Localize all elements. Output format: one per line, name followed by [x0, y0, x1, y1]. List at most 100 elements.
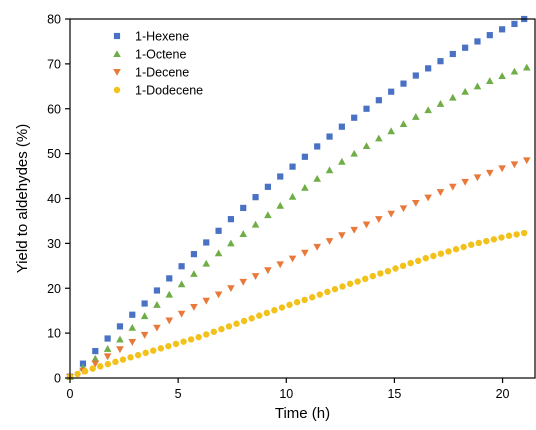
- x-tick-label: 15: [387, 387, 401, 401]
- x-tick-label: 20: [496, 387, 510, 401]
- data-point: [239, 278, 248, 286]
- data-point: [415, 257, 422, 265]
- data-point: [252, 194, 259, 201]
- data-point: [153, 301, 161, 308]
- data-point: [513, 231, 520, 238]
- data-point: [128, 323, 137, 331]
- data-point: [190, 304, 198, 311]
- data-point: [362, 221, 371, 229]
- data-point: [165, 342, 172, 350]
- x-axis-label: Time (h): [275, 405, 330, 422]
- y-tick-label: 40: [47, 192, 61, 206]
- data-point: [422, 254, 429, 262]
- y-tick-label: 10: [47, 327, 61, 341]
- data-point: [276, 201, 285, 209]
- data-point: [202, 259, 211, 267]
- legend-marker: [113, 68, 121, 76]
- data-point: [112, 358, 119, 366]
- data-point: [313, 243, 322, 251]
- data-point: [486, 32, 493, 39]
- data-point: [251, 220, 260, 228]
- data-point: [278, 304, 286, 311]
- data-point: [166, 275, 173, 282]
- data-point: [215, 227, 222, 234]
- data-point: [301, 249, 309, 257]
- data-point: [338, 232, 346, 240]
- data-point: [505, 232, 513, 239]
- data-point: [473, 174, 482, 182]
- series-1-dodecene: [66, 229, 528, 380]
- data-point: [425, 65, 432, 72]
- data-point: [326, 133, 333, 140]
- data-point: [338, 157, 346, 165]
- data-point: [116, 346, 124, 354]
- data-point: [350, 226, 358, 234]
- data-point: [91, 354, 100, 362]
- data-point: [301, 183, 309, 191]
- data-point: [289, 163, 296, 170]
- plot-area: 0 5 10 15 20 0 10 20 30 40 50 60 70 80: [47, 13, 536, 401]
- data-point: [119, 356, 127, 363]
- legend-marker: [113, 32, 121, 40]
- data-point: [301, 296, 308, 304]
- data-point: [286, 301, 293, 309]
- data-point: [150, 347, 157, 354]
- data-point: [392, 265, 399, 272]
- data-point: [436, 189, 445, 197]
- data-point: [240, 204, 247, 212]
- data-point: [445, 248, 452, 255]
- data-point: [510, 161, 519, 169]
- data-point: [288, 192, 297, 200]
- data-point: [180, 338, 187, 345]
- legend-item: 1-Hexene: [113, 30, 189, 44]
- data-point: [153, 324, 161, 332]
- data-point: [251, 273, 260, 280]
- series-1-decene: [66, 157, 531, 381]
- data-point: [316, 291, 324, 298]
- data-point: [141, 300, 148, 307]
- data-point: [187, 336, 195, 343]
- data-point: [510, 67, 519, 75]
- legend-label: 1-Hexene: [135, 30, 189, 44]
- data-point: [203, 239, 210, 246]
- data-point: [214, 291, 223, 299]
- data-point: [264, 183, 271, 190]
- data-point: [452, 246, 460, 253]
- data-point: [240, 317, 248, 325]
- data-point: [388, 88, 395, 95]
- data-point: [485, 77, 494, 84]
- data-point: [74, 370, 81, 378]
- data-point: [190, 270, 198, 277]
- data-point: [520, 229, 528, 237]
- data-point: [233, 320, 240, 327]
- y-tick-label: 50: [47, 147, 61, 161]
- x-tick-label: 10: [279, 387, 293, 401]
- data-point: [412, 199, 420, 207]
- data-point: [498, 234, 505, 241]
- data-point: [203, 331, 210, 338]
- x-tick-label: 0: [67, 387, 74, 401]
- data-point: [91, 360, 100, 368]
- data-point: [483, 237, 490, 245]
- data-point: [81, 368, 89, 375]
- x-axis-ticks: 0 5 10 15 20: [67, 378, 510, 401]
- data-point: [424, 106, 432, 114]
- data-point: [461, 87, 469, 95]
- data-point: [462, 44, 469, 51]
- data-point: [277, 173, 284, 180]
- data-point: [412, 113, 420, 120]
- data-point: [338, 123, 345, 130]
- data-point: [227, 239, 235, 247]
- data-point: [449, 50, 456, 58]
- data-point: [324, 288, 331, 296]
- data-point: [346, 280, 354, 287]
- data-point: [210, 328, 218, 335]
- data-point: [256, 312, 263, 319]
- data-point: [142, 349, 149, 357]
- data-point: [377, 270, 384, 277]
- data-point: [430, 252, 437, 260]
- data-point: [351, 114, 358, 121]
- data-point: [195, 333, 202, 341]
- data-point: [474, 38, 481, 45]
- data-point: [412, 72, 419, 79]
